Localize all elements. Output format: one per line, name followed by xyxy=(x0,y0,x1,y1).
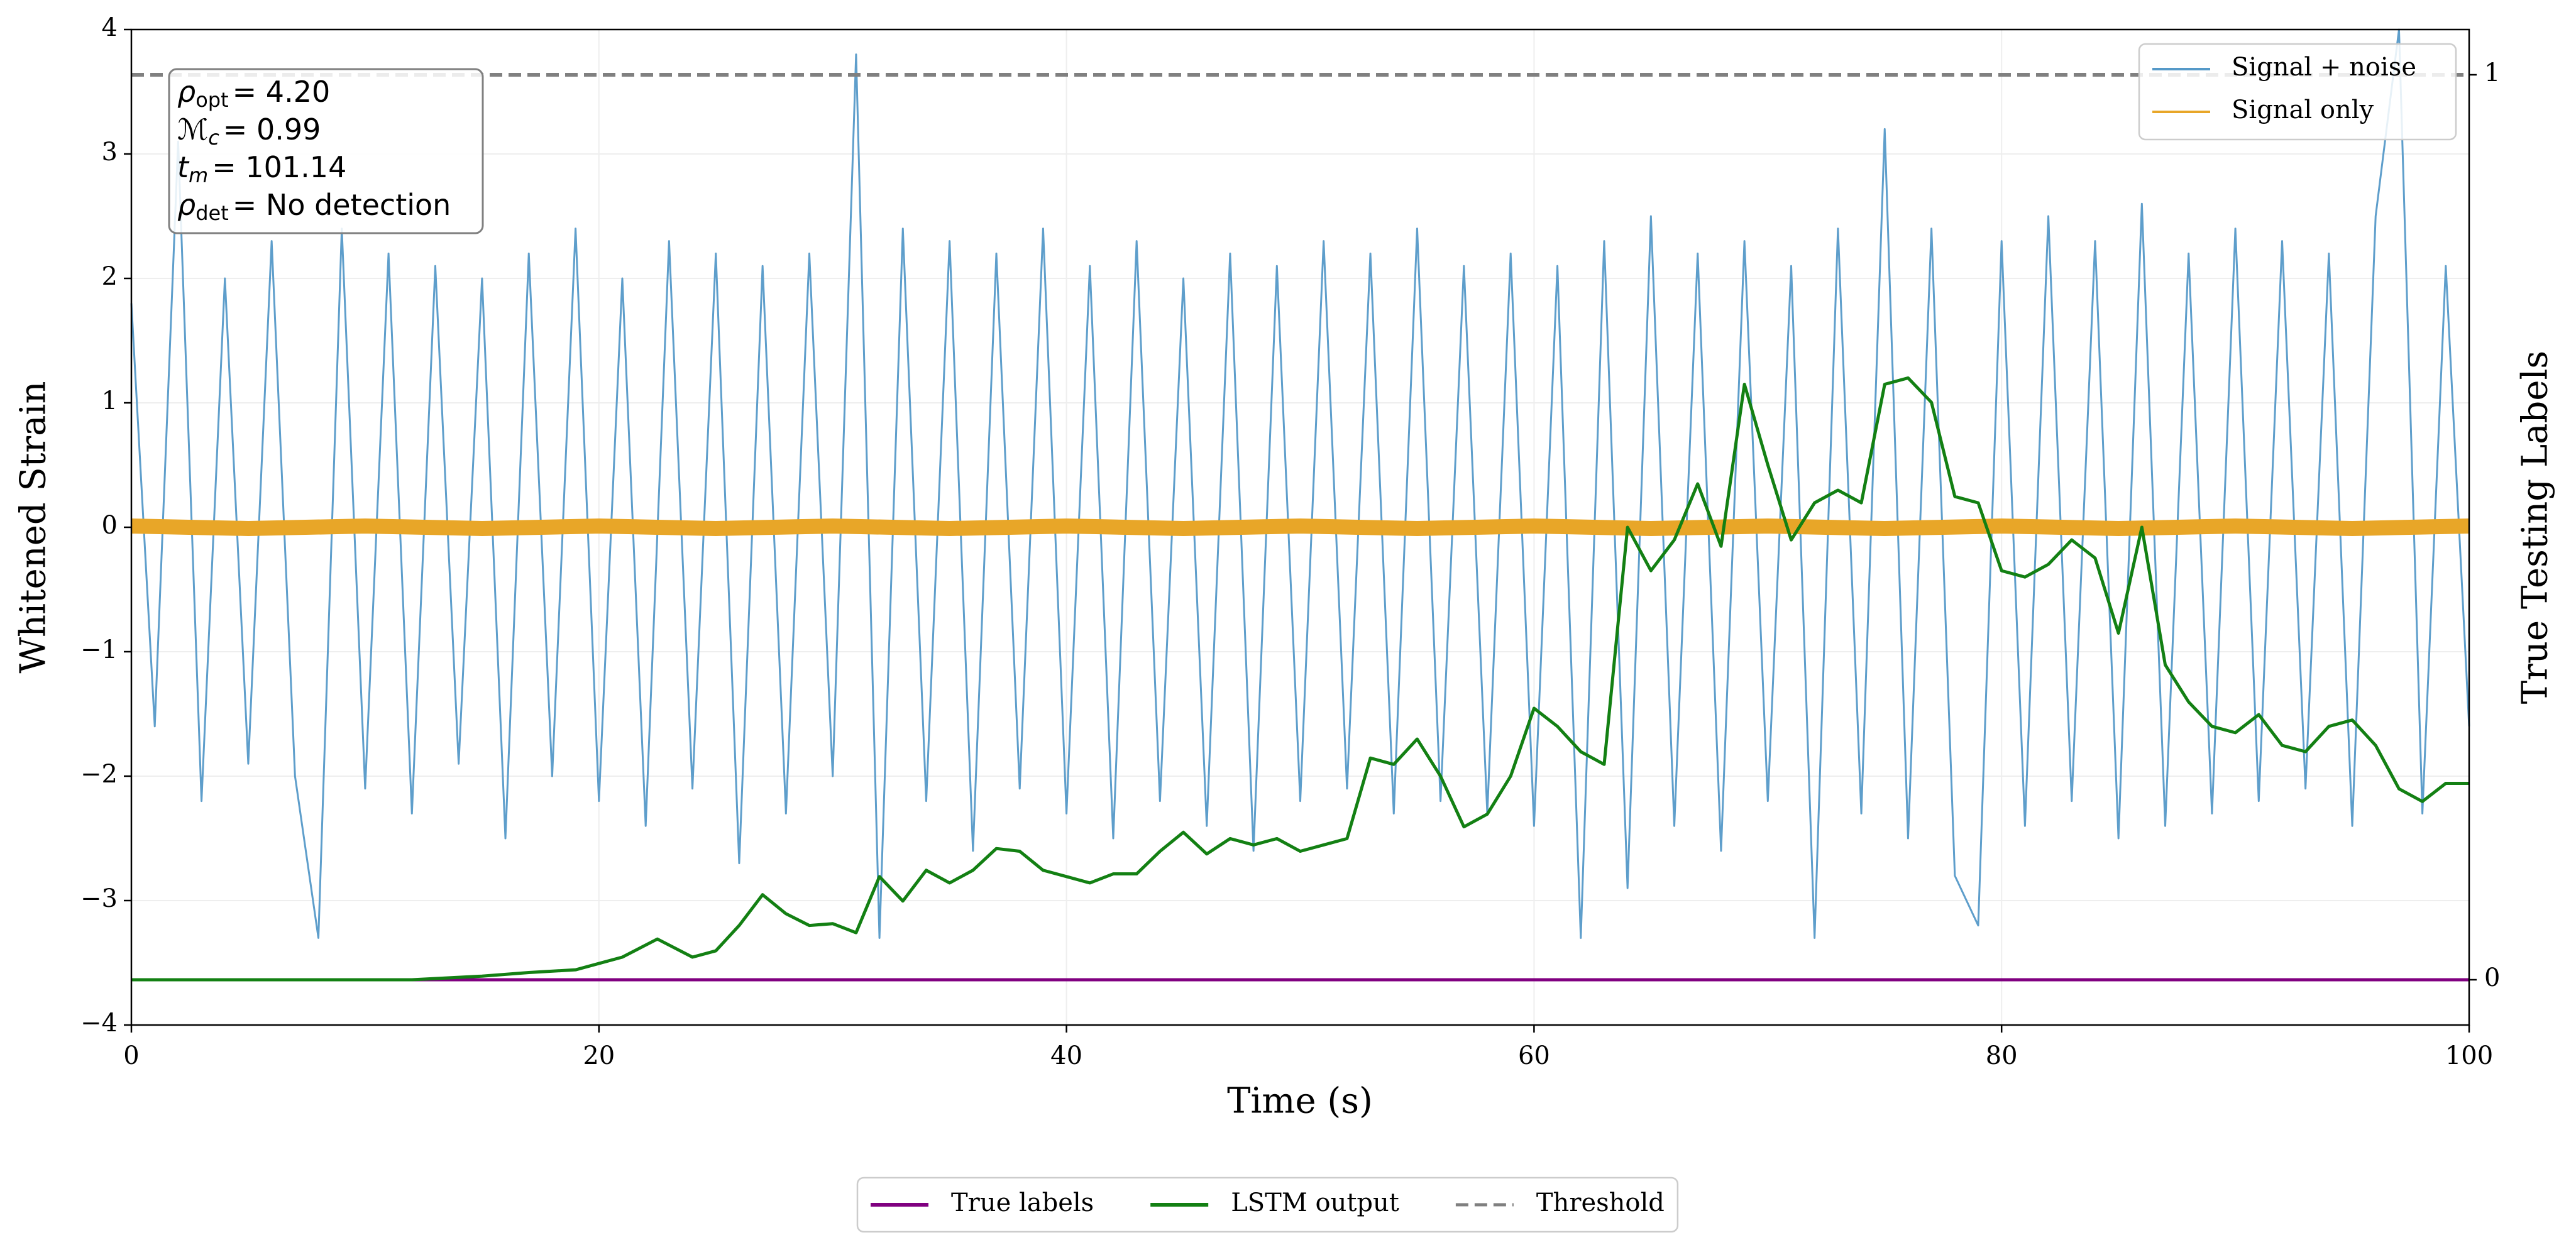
series-line xyxy=(130,28,2470,939)
y-tick-label: −2 xyxy=(80,760,118,789)
y2-axis-label: True Testing Labels xyxy=(2515,351,2556,704)
legend-label: Signal only xyxy=(2232,96,2374,124)
series-line xyxy=(131,518,2470,536)
x-tick-label: 60 xyxy=(1518,1041,1550,1070)
x-axis-label: Time (s) xyxy=(1227,1081,1373,1122)
annotation-subscript: c xyxy=(208,126,219,150)
y-tick-label: −3 xyxy=(80,884,118,913)
y2-tick-label: 1 xyxy=(2484,58,2500,87)
annotation-text: tm = 101.14 xyxy=(177,150,346,188)
y-tick-label: 0 xyxy=(102,511,118,540)
axes-frame xyxy=(130,28,2470,1026)
y-tick-label: 1 xyxy=(102,387,118,415)
annotation-box xyxy=(168,68,484,234)
x-tick-label: 80 xyxy=(1986,1041,2018,1070)
legend-label: LSTM output xyxy=(1231,1188,1399,1217)
series-line xyxy=(131,376,2469,982)
y-tick-label: −4 xyxy=(80,1009,118,1038)
annotation-symbol: ρ xyxy=(177,75,195,109)
x-tick-label: 0 xyxy=(123,1041,139,1070)
legend-label: Threshold xyxy=(1536,1188,1665,1217)
y-tick-label: 4 xyxy=(102,13,118,42)
x-tick-label: 100 xyxy=(2445,1041,2493,1070)
x-tick-label: 40 xyxy=(1050,1041,1082,1070)
annotation-subscript: det xyxy=(195,201,229,225)
annotation-value: = 101.14 xyxy=(212,150,346,184)
annotation-subscript: m xyxy=(189,163,208,187)
annotation-text: ρopt = 4.20 xyxy=(177,75,330,112)
annotation-value: = No detection xyxy=(233,188,451,222)
annotation-text: ℳc = 0.99 xyxy=(177,112,321,150)
y-tick-label: 2 xyxy=(102,262,118,291)
x-tick-label: 20 xyxy=(583,1041,615,1070)
annotation-value: = 4.20 xyxy=(233,75,331,109)
legend-label: True labels xyxy=(951,1188,1094,1217)
y-axis-label: Whitened Strain xyxy=(13,381,54,673)
annotation-subscript: opt xyxy=(195,88,228,112)
annotation-symbol: ρ xyxy=(177,188,195,222)
annotation-text: ρdet = No detection xyxy=(177,188,451,226)
y2-tick-label: 0 xyxy=(2484,963,2500,992)
annotation-symbol: ℳ xyxy=(177,112,208,146)
annotation-symbol: t xyxy=(177,150,190,184)
annotation-value: = 0.99 xyxy=(223,112,321,146)
legend-box xyxy=(856,1176,1679,1233)
y-tick-label: −1 xyxy=(80,635,118,664)
legend-label: Signal + noise xyxy=(2232,53,2416,82)
y-tick-label: 3 xyxy=(102,138,118,167)
legend-box xyxy=(2138,43,2457,141)
